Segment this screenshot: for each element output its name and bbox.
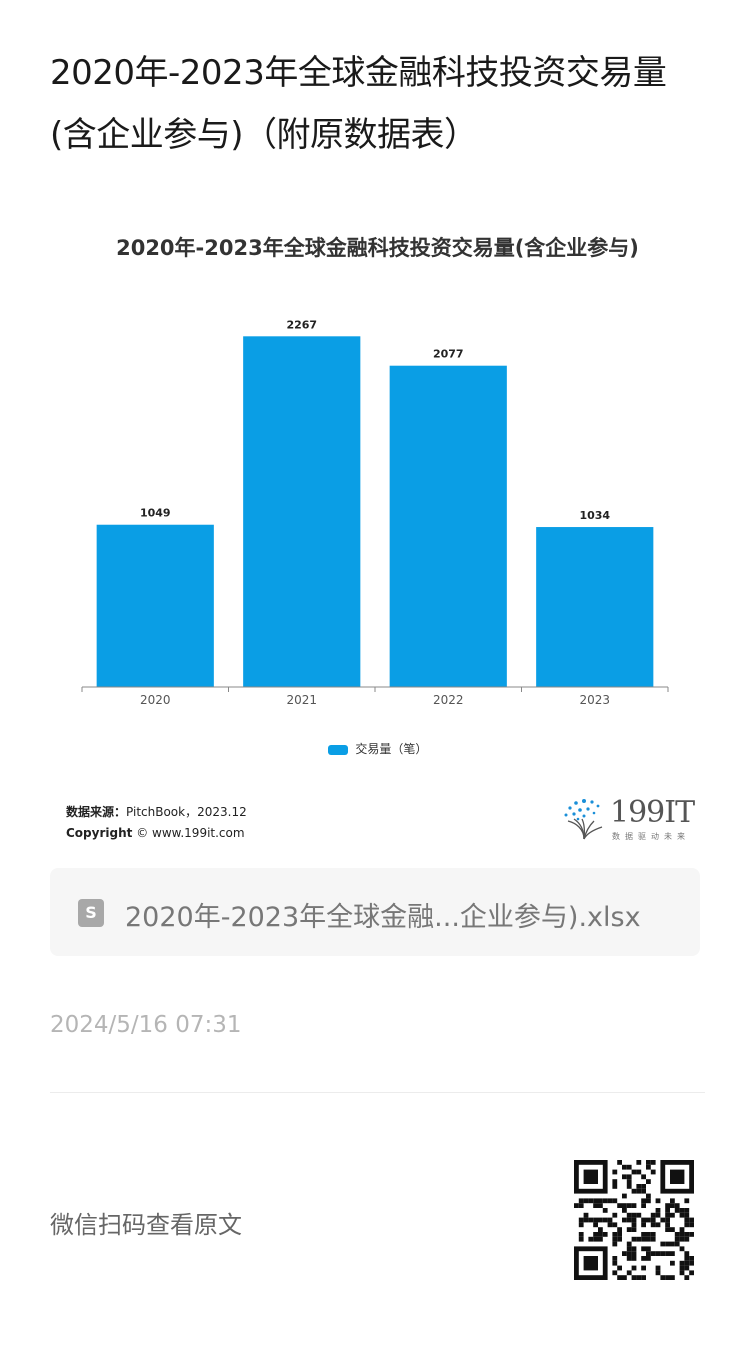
- x-tick-label-2020: 2020: [140, 693, 171, 707]
- article-title: 2020年-2023年全球金融科技投资交易量(含企业参与)（附原数据表）: [50, 53, 667, 155]
- bar-2020: [96, 524, 214, 687]
- copyright-label: Copyright: [66, 826, 133, 840]
- data-label-2023: 1034: [579, 509, 610, 522]
- publish-timestamp: 2024/5/16 07:31: [50, 1012, 242, 1038]
- brand-logo: 199IT 数据驱动未来: [560, 795, 705, 845]
- chart-legend: 交易量（笔）: [50, 740, 705, 757]
- data-label-2022: 2077: [433, 348, 464, 361]
- attachment-filename[interactable]: 2020年-2023年全球金融...企业参与).xlsx: [125, 902, 641, 933]
- chart-title: 2020年-2023年全球金融科技投资交易量(含企业参与): [116, 236, 639, 260]
- source-label: 数据来源：: [66, 805, 127, 819]
- legend-swatch: [327, 744, 348, 755]
- bar-2023: [536, 527, 654, 687]
- source-block: 数据来源：PitchBook，2023.12 Copyright © www.1…: [66, 802, 247, 844]
- source-text: PitchBook，2023.12: [126, 805, 247, 819]
- legend-label: 交易量（笔）: [355, 742, 428, 756]
- copyright-text: © www.199it.com: [136, 826, 245, 840]
- x-tick-label-2022: 2022: [433, 693, 464, 707]
- bar-chart: 1049 2020 2267 2021 2077 2022 1034 2023: [81, 318, 669, 707]
- data-label-2021: 2267: [286, 318, 317, 331]
- brand-tagline: 数据驱动未来: [612, 832, 690, 841]
- attachment-card[interactable]: S 2020年-2023年全球金融...企业参与).xlsx: [50, 868, 700, 956]
- x-tick-label-2021: 2021: [286, 693, 317, 707]
- chart-card: 2020年-2023年全球金融科技投资交易量(含企业参与) 1049 2020 22…: [50, 210, 705, 850]
- brand-name: 199IT: [610, 795, 695, 830]
- qr-code-icon[interactable]: [574, 1160, 694, 1280]
- x-tick-label-2023: 2023: [579, 693, 610, 707]
- bar-2022: [389, 365, 507, 687]
- divider: [50, 1092, 705, 1093]
- data-label-2020: 1049: [140, 507, 171, 520]
- brand-burst-icon: [564, 799, 603, 840]
- qr-hint-text: 微信扫码查看原文: [50, 1211, 242, 1239]
- bar-2021: [243, 336, 361, 687]
- spreadsheet-file-icon: S: [78, 899, 104, 927]
